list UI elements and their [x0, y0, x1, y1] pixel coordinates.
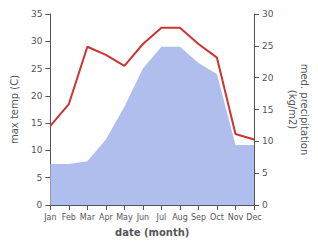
svg-text:15: 15: [31, 118, 42, 128]
svg-text:20: 20: [262, 73, 274, 83]
svg-text:25: 25: [31, 64, 42, 74]
svg-text:date (month): date (month): [115, 227, 189, 238]
svg-text:15: 15: [262, 105, 273, 115]
svg-text:Feb: Feb: [62, 213, 76, 222]
svg-text:10: 10: [262, 136, 274, 146]
svg-text:Aug: Aug: [172, 213, 188, 222]
svg-text:(kg/m2): (kg/m2): [287, 90, 298, 130]
svg-text:max temp (C): max temp (C): [9, 75, 20, 144]
svg-text:35: 35: [31, 9, 42, 19]
svg-text:0: 0: [37, 200, 43, 210]
svg-text:20: 20: [31, 91, 43, 101]
svg-text:Jun: Jun: [136, 213, 150, 222]
svg-text:30: 30: [262, 9, 274, 19]
svg-text:Mar: Mar: [80, 213, 96, 222]
svg-text:Sep: Sep: [191, 213, 206, 222]
svg-text:25: 25: [262, 41, 273, 51]
svg-text:5: 5: [262, 168, 268, 178]
svg-text:Dec: Dec: [246, 213, 261, 222]
svg-text:May: May: [116, 213, 133, 222]
svg-text:med. precipitation: med. precipitation: [299, 64, 310, 156]
svg-text:5: 5: [37, 173, 43, 183]
svg-text:Oct: Oct: [210, 213, 224, 222]
svg-text:10: 10: [31, 145, 43, 155]
svg-text:Apr: Apr: [99, 213, 114, 222]
svg-text:Jan: Jan: [43, 213, 56, 222]
svg-text:Nov: Nov: [228, 213, 244, 222]
svg-text:0: 0: [262, 200, 268, 210]
svg-text:Jul: Jul: [156, 213, 167, 222]
svg-text:30: 30: [31, 36, 43, 46]
